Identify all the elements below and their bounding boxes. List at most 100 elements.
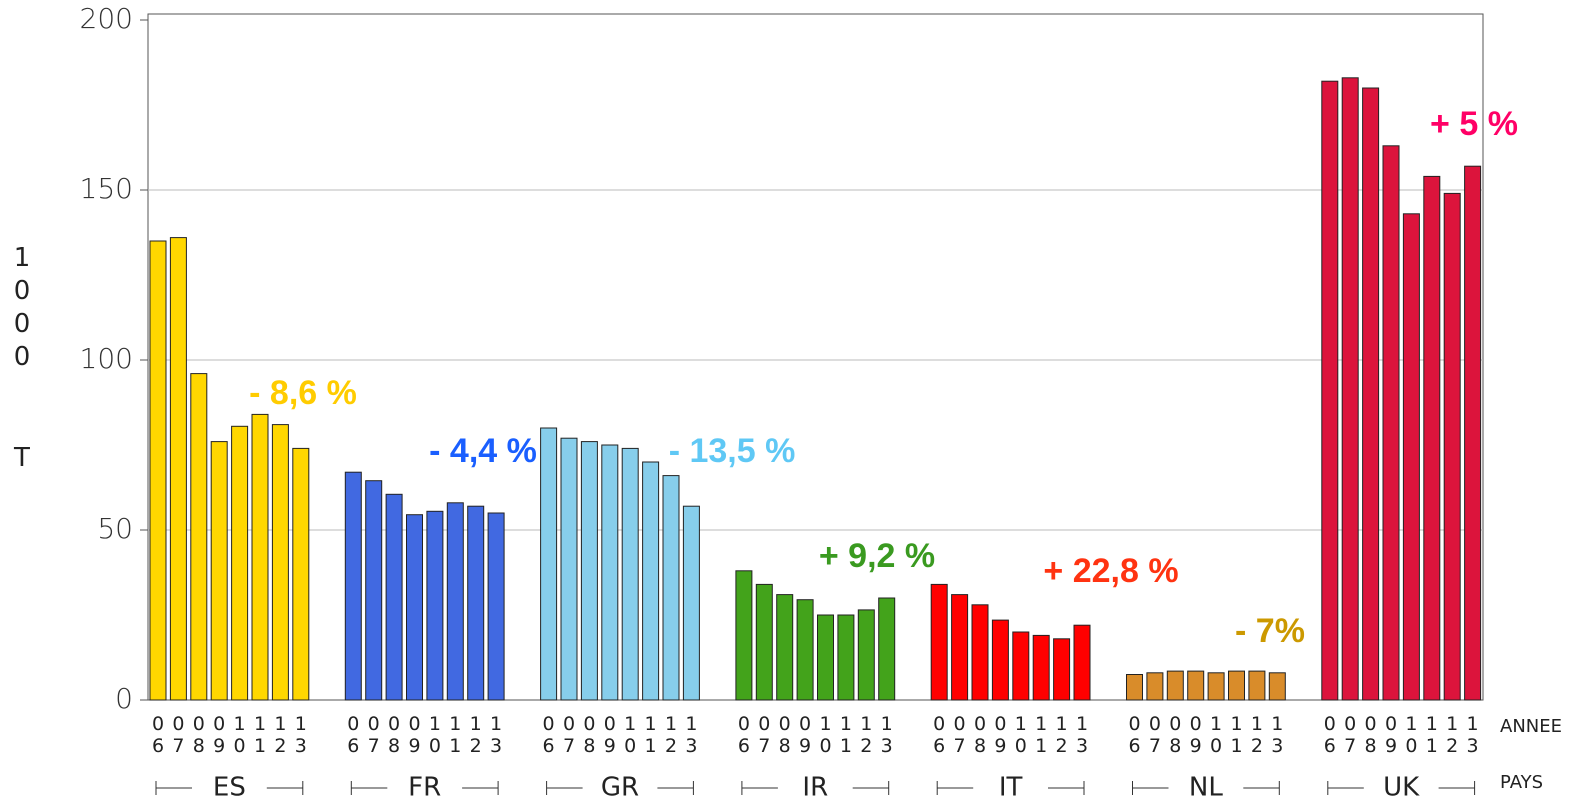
bar (344, 471, 362, 701)
category-axis-label: ANNEE (1500, 716, 1562, 737)
bar (735, 570, 753, 701)
bar (1146, 672, 1164, 701)
bar (149, 240, 167, 701)
plot-frame (147, 13, 1484, 701)
annotation: - 13,5 % (669, 432, 796, 470)
group-label: UK (1383, 773, 1420, 803)
bar (1321, 80, 1339, 701)
bar (837, 614, 855, 701)
annotation: - 4,4 % (429, 432, 537, 470)
bar (642, 461, 660, 701)
bar (426, 510, 444, 701)
bar (755, 583, 773, 701)
annotation: + 9,2 % (819, 537, 935, 575)
bar (1073, 624, 1091, 701)
bar (210, 441, 228, 701)
bar (1032, 634, 1050, 701)
bar (271, 424, 289, 701)
group-label: IR (802, 773, 828, 803)
bar (446, 502, 464, 701)
y-tick-label: 50 (97, 512, 133, 545)
bar (857, 609, 875, 701)
bar (1443, 192, 1461, 701)
bar (1126, 674, 1143, 701)
bar (682, 505, 700, 701)
bar (467, 505, 485, 701)
bar (231, 425, 249, 701)
bar (1248, 670, 1266, 701)
group-axis-label: PAYS (1500, 772, 1543, 793)
bar (621, 447, 639, 701)
bar (817, 614, 834, 701)
y-tick-label: 100 (80, 342, 133, 375)
bar (1464, 165, 1482, 701)
bar (1382, 145, 1400, 701)
bar (365, 480, 383, 701)
group-label: NL (1189, 773, 1223, 803)
y-tick-label: 200 (80, 2, 133, 35)
bar (601, 444, 619, 701)
bar (1362, 87, 1380, 701)
bar (878, 597, 896, 701)
bar (560, 437, 578, 701)
bar (169, 237, 187, 701)
bar (190, 373, 208, 701)
bar (487, 512, 505, 701)
bar (1341, 77, 1359, 701)
bar (1053, 638, 1071, 701)
annotation: + 22,8 % (1043, 552, 1178, 590)
group-label: GR (601, 773, 639, 803)
bar (776, 594, 794, 701)
bar (991, 619, 1009, 701)
bar (796, 599, 814, 701)
bar (662, 475, 680, 701)
bar (1187, 670, 1205, 701)
bar (251, 413, 269, 701)
annotation: - 8,6 % (249, 374, 357, 412)
bar (406, 514, 423, 701)
bar (1207, 672, 1225, 701)
y-tick-label: 150 (80, 172, 133, 205)
bar (385, 493, 403, 701)
group-label: IT (999, 773, 1023, 803)
annotation: - 7% (1235, 612, 1305, 650)
